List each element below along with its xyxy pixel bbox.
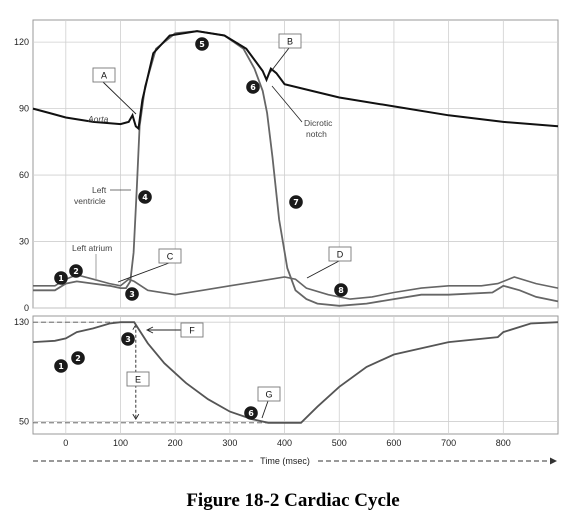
callout-leader <box>102 81 137 115</box>
step-marker-label: 1 <box>58 274 64 283</box>
left-ventricle-line <box>33 30 559 307</box>
time-tick-label: 300 <box>222 438 237 448</box>
callout-leader <box>261 400 269 419</box>
step-marker-label: 2 <box>73 267 79 276</box>
volume-panel-frame <box>32 315 559 435</box>
time-tick-label: 400 <box>277 438 292 448</box>
time-tick-label: 0 <box>63 438 68 448</box>
callout-box <box>180 322 204 338</box>
callout-box <box>328 246 352 262</box>
arrowhead-icon <box>132 413 140 420</box>
step-marker-label: 7 <box>293 198 299 207</box>
callout-box <box>126 371 150 387</box>
time-tick-label: 200 <box>168 438 183 448</box>
callout-letter: E <box>135 375 141 385</box>
callout-letter: F <box>189 326 195 336</box>
time-axis: 0 100 200 300 400 500 600 700 800 Time (msec) <box>33 438 557 466</box>
aorta-label: Aorta <box>87 114 109 124</box>
volume-tick-label: 50 <box>19 417 29 427</box>
step-marker-label: 5 <box>199 40 205 49</box>
time-axis-label: Time (msec) <box>260 456 310 466</box>
volume-panel: 50 130 E F G 1 2 3 6 <box>14 315 559 435</box>
callout-letter: G <box>265 390 272 400</box>
pressure-tick-label: 60 <box>19 170 29 180</box>
callout-box <box>158 248 182 264</box>
left-atrium-line <box>33 273 559 300</box>
step-marker <box>69 264 83 278</box>
step-marker-label: 1 <box>58 362 64 371</box>
step-marker <box>138 190 152 204</box>
step-marker-label: 3 <box>129 290 135 299</box>
pressure-tick-label: 90 <box>19 104 29 114</box>
callout-letter: C <box>167 252 174 262</box>
step-marker <box>54 359 68 373</box>
dicrotic-notch-leader <box>271 85 303 123</box>
pressure-panel-frame <box>32 19 559 309</box>
step-marker-label: 8 <box>338 286 344 295</box>
time-tick-label: 700 <box>441 438 456 448</box>
callout-letter: D <box>337 250 344 260</box>
left-ventricle-label: Left <box>92 185 107 195</box>
step-marker <box>71 351 85 365</box>
time-arrow-icon <box>550 457 557 465</box>
ventricular-volume-line <box>32 321 559 424</box>
step-marker <box>54 271 68 285</box>
callout-letter: B <box>287 37 293 47</box>
pressure-tick-label: 120 <box>14 37 29 47</box>
callout-leader <box>306 260 340 279</box>
step-marker <box>125 287 139 301</box>
step-marker <box>334 283 348 297</box>
arrowhead-icon <box>145 326 154 334</box>
callout-letter: A <box>101 71 107 81</box>
callout-box <box>92 67 116 83</box>
pressure-tick-label: 30 <box>19 237 29 247</box>
step-marker-label: 4 <box>142 193 148 202</box>
step-marker <box>121 332 135 346</box>
volume-tick-label: 130 <box>14 317 29 327</box>
step-marker <box>289 195 303 209</box>
time-tick-label: 500 <box>332 438 347 448</box>
time-tick-label: 600 <box>386 438 401 448</box>
left-ventricle-label: ventricle <box>74 196 106 206</box>
figure-caption: Figure 18-2 Cardiac Cycle <box>186 490 400 511</box>
pressure-tick-label: 0 <box>24 303 29 313</box>
step-marker <box>244 406 258 420</box>
aorta-line <box>32 30 559 131</box>
time-tick-label: 800 <box>496 438 511 448</box>
step-marker-label: 3 <box>125 335 131 344</box>
callout-box <box>257 386 281 402</box>
step-marker-label: 6 <box>248 409 254 418</box>
step-marker-label: 2 <box>75 354 81 363</box>
time-tick-label: 100 <box>113 438 128 448</box>
step-marker <box>246 80 260 94</box>
step-marker <box>195 37 209 51</box>
callout-box <box>278 33 302 49</box>
dicrotic-notch-label: notch <box>306 129 327 139</box>
dicrotic-notch-label: Dicrotic <box>304 118 333 128</box>
callout-leader <box>268 47 290 75</box>
left-atrium-label: Left atrium <box>72 243 112 253</box>
step-marker-label: 6 <box>250 83 256 92</box>
callout-leader <box>117 262 170 283</box>
